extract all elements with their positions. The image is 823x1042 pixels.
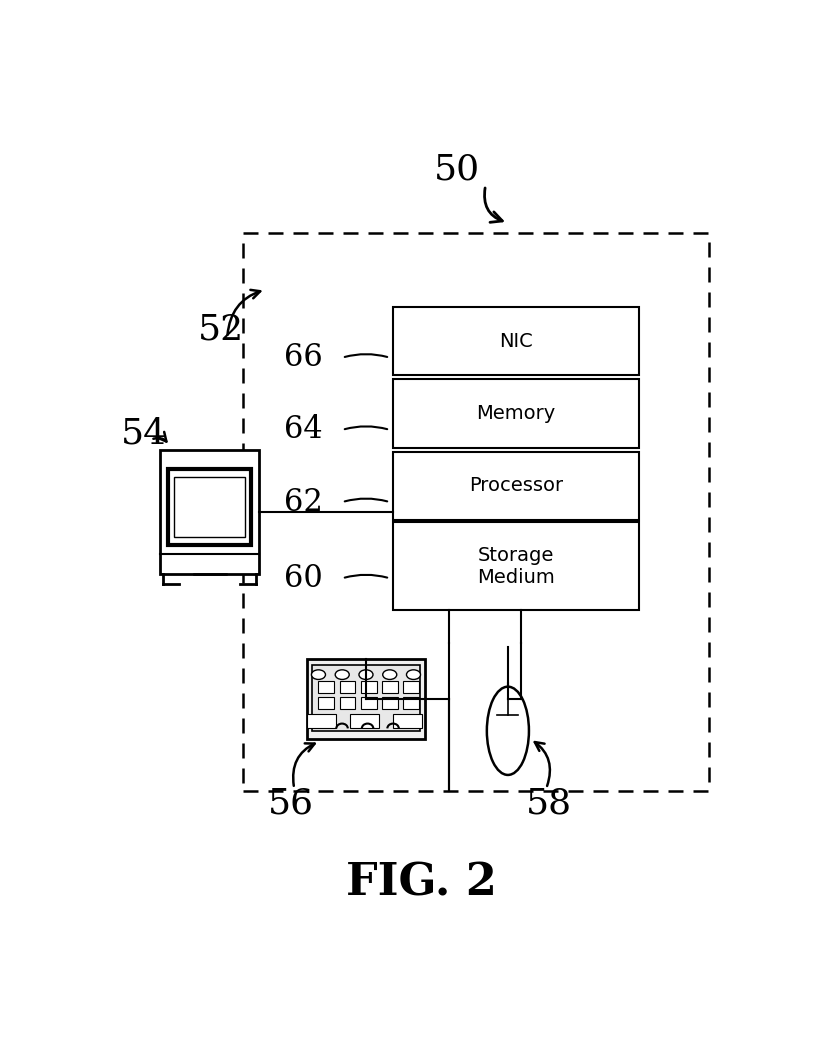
Text: 54: 54 — [121, 417, 167, 451]
Bar — [350, 714, 379, 728]
Ellipse shape — [383, 670, 397, 679]
Bar — [319, 681, 334, 693]
Text: NIC: NIC — [499, 331, 532, 351]
Bar — [307, 714, 336, 728]
Bar — [393, 379, 639, 448]
Ellipse shape — [311, 670, 325, 679]
Bar — [393, 307, 639, 375]
Bar — [319, 697, 334, 710]
Ellipse shape — [487, 687, 529, 775]
Bar — [360, 697, 376, 710]
Bar — [402, 697, 419, 710]
Bar — [340, 697, 356, 710]
Text: 58: 58 — [526, 786, 573, 820]
Bar — [340, 681, 356, 693]
Bar — [382, 681, 398, 693]
Text: 62: 62 — [285, 487, 323, 518]
Text: 60: 60 — [285, 563, 323, 594]
Text: 52: 52 — [198, 313, 244, 347]
Text: 64: 64 — [285, 415, 323, 445]
Text: 50: 50 — [434, 152, 480, 187]
Text: 66: 66 — [285, 342, 323, 373]
Bar — [307, 659, 425, 739]
Bar — [402, 681, 419, 693]
Bar — [393, 451, 639, 520]
Bar — [312, 665, 420, 730]
Text: Memory: Memory — [477, 404, 556, 423]
Text: 56: 56 — [268, 786, 314, 820]
Bar — [393, 714, 421, 728]
Bar — [382, 697, 398, 710]
Bar — [174, 477, 245, 537]
Text: Storage
Medium: Storage Medium — [477, 546, 555, 587]
Bar — [360, 681, 376, 693]
Text: FIG. 2: FIG. 2 — [346, 862, 497, 904]
Bar — [168, 469, 252, 545]
Text: Processor: Processor — [469, 476, 563, 495]
Ellipse shape — [359, 670, 373, 679]
Bar — [393, 522, 639, 611]
Bar — [160, 450, 259, 574]
Ellipse shape — [407, 670, 421, 679]
Ellipse shape — [335, 670, 349, 679]
